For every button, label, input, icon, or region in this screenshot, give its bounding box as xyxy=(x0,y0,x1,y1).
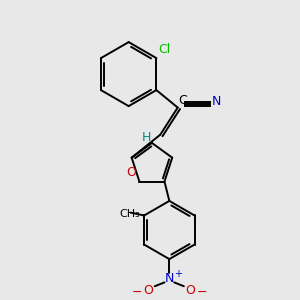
Text: O: O xyxy=(186,284,196,297)
Text: O: O xyxy=(143,284,153,297)
Text: O: O xyxy=(127,166,136,178)
Text: −: − xyxy=(132,286,142,298)
Text: CH₃: CH₃ xyxy=(119,208,140,218)
Text: C: C xyxy=(179,94,188,106)
Text: Cl: Cl xyxy=(158,43,171,56)
Text: N: N xyxy=(165,272,174,285)
Text: +: + xyxy=(174,268,182,279)
Text: H: H xyxy=(142,131,152,144)
Text: −: − xyxy=(196,286,207,298)
Text: N: N xyxy=(212,95,221,108)
